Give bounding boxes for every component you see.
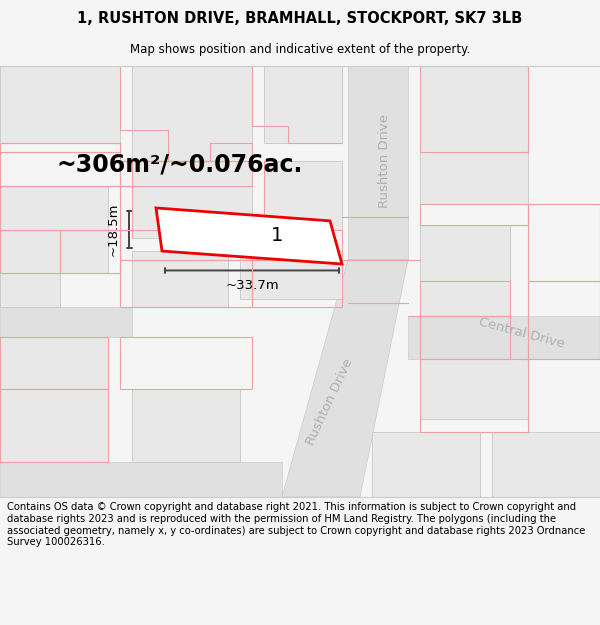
Polygon shape [156, 208, 342, 264]
Polygon shape [132, 66, 252, 161]
Polygon shape [408, 316, 600, 359]
Polygon shape [264, 66, 342, 143]
Text: Contains OS data © Crown copyright and database right 2021. This information is : Contains OS data © Crown copyright and d… [7, 503, 586, 548]
Polygon shape [132, 251, 228, 307]
Polygon shape [132, 161, 252, 238]
Polygon shape [492, 432, 600, 497]
Text: 1, RUSHTON DRIVE, BRAMHALL, STOCKPORT, SK7 3LB: 1, RUSHTON DRIVE, BRAMHALL, STOCKPORT, S… [77, 11, 523, 26]
Text: ~306m²/~0.076ac.: ~306m²/~0.076ac. [57, 153, 303, 177]
Text: Map shows position and indicative extent of the property.: Map shows position and indicative extent… [130, 42, 470, 56]
Polygon shape [420, 225, 510, 281]
Polygon shape [420, 281, 510, 316]
Polygon shape [420, 66, 528, 152]
Polygon shape [132, 389, 240, 462]
Polygon shape [348, 66, 408, 260]
Text: ~18.5m: ~18.5m [107, 202, 120, 256]
Polygon shape [270, 260, 408, 497]
Polygon shape [0, 66, 120, 143]
Polygon shape [0, 462, 282, 497]
Text: Rushton Drive: Rushton Drive [304, 357, 356, 447]
Text: Rushton Drive: Rushton Drive [377, 114, 391, 208]
Text: ~33.7m: ~33.7m [225, 279, 279, 292]
Text: 1: 1 [271, 226, 284, 246]
Polygon shape [420, 359, 528, 419]
Text: Central Drive: Central Drive [478, 315, 566, 351]
Polygon shape [0, 186, 108, 272]
Polygon shape [420, 152, 528, 204]
Polygon shape [0, 272, 60, 307]
Polygon shape [240, 251, 342, 299]
Polygon shape [0, 389, 108, 462]
Polygon shape [264, 161, 342, 229]
Polygon shape [0, 307, 132, 338]
Polygon shape [372, 432, 480, 497]
Polygon shape [0, 338, 108, 389]
Polygon shape [282, 260, 408, 497]
